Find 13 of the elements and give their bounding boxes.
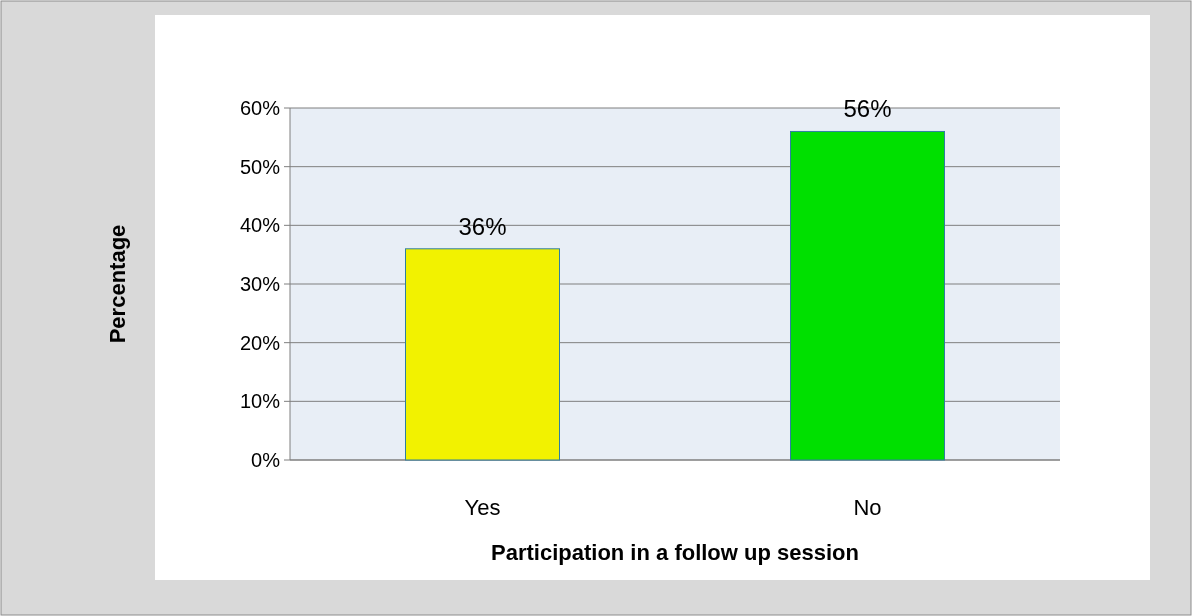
- y-tick-label: 20%: [239, 331, 281, 354]
- y-tick-label: 10%: [239, 390, 281, 413]
- x-tick-label: No: [853, 495, 882, 520]
- data-label: 56%: [843, 95, 892, 123]
- y-tick-label: 50%: [239, 155, 281, 178]
- x-tick-label: Yes: [464, 495, 501, 520]
- y-tick-label: 60%: [239, 97, 281, 119]
- y-tick-label: 30%: [239, 273, 281, 295]
- y-tick-label: 0%: [251, 449, 281, 471]
- x-axis-title: Participation in a follow up session: [491, 540, 859, 565]
- y-axis-title: Percentage: [105, 224, 130, 344]
- data-label: 36%: [458, 212, 507, 240]
- y-tick-label: 40%: [239, 214, 281, 237]
